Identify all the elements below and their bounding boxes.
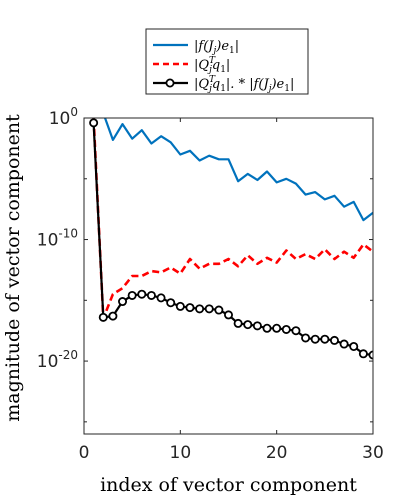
x-axis-label: index of vector component: [100, 474, 357, 496]
legend-label-2: |QT jq1|. * |f(Jj)e1|: [194, 75, 294, 94]
data-point-2-14: [223, 310, 233, 320]
data-point-2-0: [89, 118, 99, 128]
legend-label-1: |QT jq1|: [194, 56, 230, 75]
y-tick-label-1: 10-10: [37, 227, 78, 251]
x-tick-label-2: 20: [266, 443, 288, 463]
data-point-2-17: [252, 321, 262, 331]
data-point-2-26: [339, 339, 349, 349]
data-point-2-21: [291, 326, 301, 336]
data-point-2-12: [204, 304, 214, 314]
data-point-2-25: [329, 335, 339, 345]
x-tick-label-3: 30: [362, 443, 384, 463]
data-point-2-13: [214, 305, 224, 315]
legend-marker-2: [165, 78, 175, 88]
data-point-2-1: [98, 312, 108, 322]
series-line-1: [92, 118, 373, 320]
axes: 0 10 20 30 100 10-10 10-20: [37, 105, 384, 463]
data-point-2-10: [185, 303, 195, 313]
data-point-2-28: [358, 349, 368, 359]
data-point-2-9: [175, 301, 185, 311]
data-point-2-22: [301, 333, 311, 343]
chart-marks: [89, 118, 373, 360]
data-point-2-20: [281, 324, 291, 334]
plot-background: [84, 118, 373, 434]
legend-label-0: |f(Jj)e1|: [194, 39, 239, 56]
x-tick-label-1: 10: [170, 443, 192, 463]
data-point-2-5: [137, 289, 147, 299]
data-point-2-19: [272, 323, 282, 333]
y-tick-label-0: 100: [49, 105, 78, 129]
axes-box: [83, 117, 374, 435]
y-tick-label-2: 10-20: [37, 348, 78, 372]
data-point-2-11: [195, 304, 205, 314]
x-tick-label-0: 0: [79, 443, 90, 463]
data-point-2-27: [349, 341, 359, 351]
data-point-2-15: [233, 318, 243, 328]
plot-area: [84, 118, 373, 434]
data-point-2-3: [118, 297, 128, 307]
y-axis-label: magnitude of vector component: [2, 114, 24, 422]
data-point-2-7: [156, 293, 166, 303]
data-point-2-4: [127, 290, 137, 300]
data-point-2-2: [108, 311, 118, 321]
data-point-2-24: [320, 334, 330, 344]
data-point-2-23: [310, 334, 320, 344]
data-point-2-8: [166, 298, 176, 308]
series-line-0: [103, 118, 373, 222]
data-point-2-16: [243, 320, 253, 330]
data-point-2-6: [146, 290, 156, 300]
data-point-2-18: [262, 323, 272, 333]
legend: |f(Jj)e1||QT jq1||QT jq1|. * |f(Jj)e1|: [145, 28, 309, 95]
